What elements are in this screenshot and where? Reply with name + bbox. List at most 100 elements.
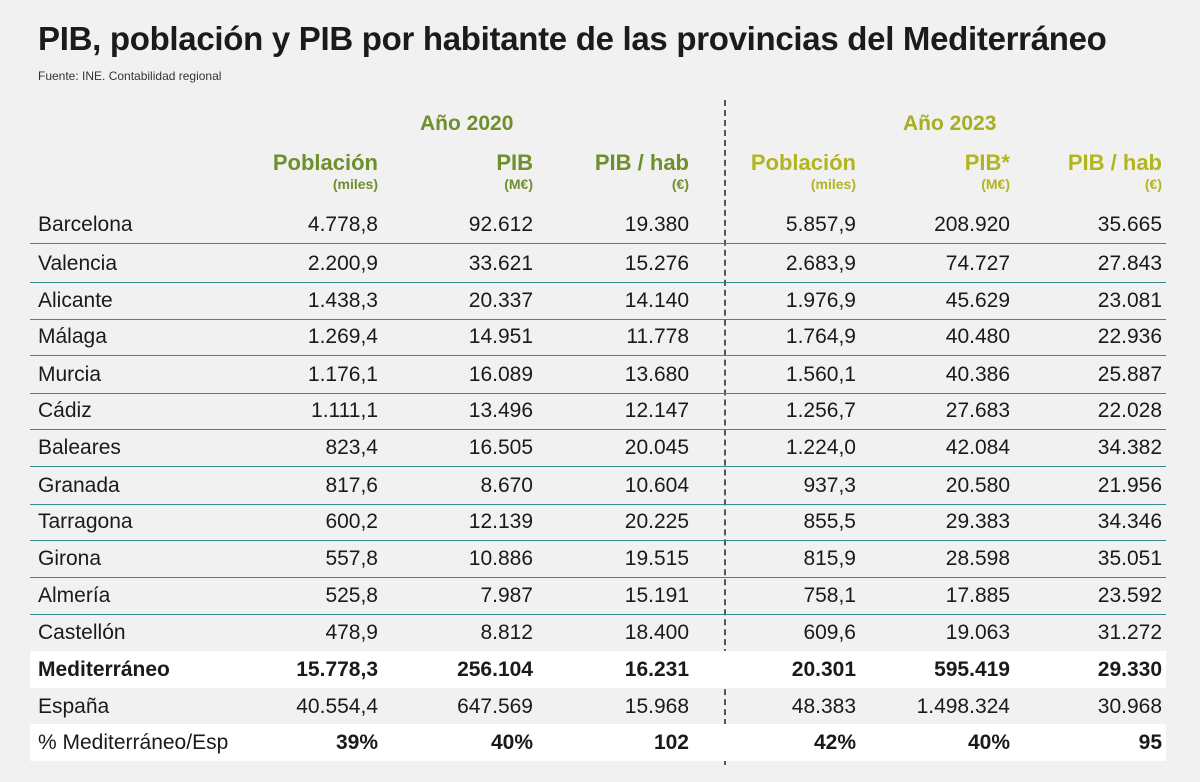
table-row: Málaga 1.269,4 14.951 11.778 1.764,9 40.480 22… <box>30 318 1166 356</box>
table-row: Cádiz 1.111,1 13.496 12.147 1.256,7 27.683 22.… <box>30 392 1166 430</box>
table-cell: 758,1 <box>803 584 856 607</box>
table-row: España 40.554,4 647.569 15.968 48.383 1.498.3… <box>30 688 1166 726</box>
table-cell: 609,6 <box>803 621 856 644</box>
column-header-2: PIB (M€) <box>496 150 533 192</box>
table-cell: 27.683 <box>945 399 1010 422</box>
table-cell: 16.505 <box>468 436 533 459</box>
table-row: Almería 525,8 7.987 15.191 758,1 17.885 23.592 <box>30 577 1166 615</box>
table-cell: 45.629 <box>945 289 1010 312</box>
table-title: PIB, población y PIB por habitante de la… <box>38 20 1107 57</box>
row-label: Almería <box>38 584 111 607</box>
table-cell: 34.382 <box>1097 436 1162 459</box>
table-row: Girona 557,8 10.886 19.515 815,9 28.598 35.051 <box>30 540 1166 578</box>
table-cell: 1.764,9 <box>785 325 856 348</box>
column-header-4: Población (miles) <box>751 150 856 192</box>
table-cell: 17.885 <box>945 584 1010 607</box>
column-header-label: Población <box>750 150 856 175</box>
table-cell: 15.276 <box>624 252 689 275</box>
table-cell: 30.968 <box>1097 695 1162 718</box>
table-cell: 42.084 <box>945 436 1010 459</box>
column-header-unit: (M€) <box>504 176 533 192</box>
table-cell: 2.683,9 <box>785 252 856 275</box>
row-label: Baleares <box>38 436 121 459</box>
table-cell: 855,5 <box>803 510 856 533</box>
table-cell: 12.139 <box>468 510 533 533</box>
table-cell: 23.081 <box>1097 289 1162 312</box>
table-row: Granada 817,6 8.670 10.604 937,3 20.580 21.956 <box>30 467 1166 505</box>
year-divider <box>724 100 726 765</box>
table-cell: 5.857,9 <box>785 213 856 236</box>
table-cell: 14.140 <box>624 289 689 312</box>
table-cell: 478,9 <box>325 621 378 644</box>
column-header-label: Población <box>272 150 378 175</box>
row-label: % Mediterráneo/Esp <box>38 731 229 754</box>
table-cell: 256.104 <box>457 658 533 681</box>
table-cell: 29.383 <box>945 510 1010 533</box>
column-header-label: PIB* <box>964 150 1010 175</box>
table-cell: 20.225 <box>624 510 689 533</box>
table-cell: 1.269,4 <box>307 325 378 348</box>
table-cell: 13.496 <box>468 399 533 422</box>
row-label: Mediterráneo <box>38 658 170 681</box>
table-cell: 10.604 <box>624 474 689 497</box>
table-cell: 8.670 <box>480 474 533 497</box>
table-cell: 2.200,9 <box>307 252 378 275</box>
table-cell: 1.176,1 <box>307 363 378 386</box>
table-cell: 1.438,3 <box>307 289 378 312</box>
column-header-6: PIB / hab (€) <box>1068 150 1162 192</box>
table-row: Alicante 1.438,3 20.337 14.140 1.976,9 45.629… <box>30 282 1166 320</box>
year-2020-header: Año 2020 <box>420 112 514 135</box>
table-cell: 42% <box>813 731 856 754</box>
table-cell: 557,8 <box>325 547 378 570</box>
row-label: Valencia <box>38 252 117 275</box>
table-cell: 28.598 <box>945 547 1010 570</box>
table-cell: 95 <box>1138 731 1162 754</box>
column-header-unit: (miles) <box>810 176 856 192</box>
column-header-1: Población (miles) <box>273 150 378 192</box>
table-cell: 595.419 <box>934 658 1010 681</box>
table-row: Tarragona 600,2 12.139 20.225 855,5 29.383 34.… <box>30 503 1166 541</box>
table-cell: 22.028 <box>1097 399 1162 422</box>
table-cell: 15.778,3 <box>296 658 378 681</box>
table-row: Valencia 2.200,9 33.621 15.276 2.683,9 74.727… <box>30 245 1166 283</box>
column-header-label: PIB <box>496 150 533 175</box>
table-cell: 74.727 <box>945 252 1010 275</box>
column-header-unit: (M€) <box>981 176 1010 192</box>
table-cell: 35.665 <box>1097 213 1162 236</box>
table-row: Barcelona 4.778,8 92.612 19.380 5.857,9 208.9… <box>30 206 1166 244</box>
table-cell: 1.560,1 <box>785 363 856 386</box>
table-cell: 937,3 <box>803 474 856 497</box>
table-cell: 11.778 <box>626 325 689 348</box>
row-label: Murcia <box>38 363 102 386</box>
table-cell: 1.256,7 <box>785 399 856 422</box>
row-label: Castellón <box>38 621 126 644</box>
table-cell: 15.968 <box>624 695 689 718</box>
table-cell: 208.920 <box>934 213 1010 236</box>
table-cell: 19.515 <box>624 547 689 570</box>
table-cell: 16.231 <box>624 658 689 681</box>
row-label: Málaga <box>38 325 107 348</box>
column-header-unit: (miles) <box>332 176 378 192</box>
year-2023-header: Año 2023 <box>903 112 997 135</box>
row-label: Girona <box>38 547 102 570</box>
table-cell: 1.498.324 <box>916 695 1010 718</box>
table-cell: 20.580 <box>945 474 1010 497</box>
table-row: Castellón 478,9 8.812 18.400 609,6 19.063 31.2… <box>30 614 1166 652</box>
row-label: Barcelona <box>38 213 133 236</box>
table-cell: 1.111,1 <box>311 399 378 422</box>
table-cell: 20.045 <box>624 436 689 459</box>
table-cell: 10.886 <box>468 547 533 570</box>
table-cell: 1.224,0 <box>785 436 856 459</box>
table-cell: 4.778,8 <box>307 213 378 236</box>
table-cell: 92.612 <box>468 213 533 236</box>
table-cell: 40% <box>490 731 533 754</box>
column-header-unit: (€) <box>671 176 689 192</box>
table-cell: 20.301 <box>791 658 856 681</box>
table-cell: 22.936 <box>1097 325 1162 348</box>
column-header-3: PIB / hab (€) <box>595 150 689 192</box>
table-cell: 19.063 <box>945 621 1010 644</box>
table-cell: 18.400 <box>624 621 689 644</box>
table-cell: 815,9 <box>803 547 856 570</box>
table-cell: 48.383 <box>791 695 856 718</box>
table-cell: 14.951 <box>468 325 533 348</box>
